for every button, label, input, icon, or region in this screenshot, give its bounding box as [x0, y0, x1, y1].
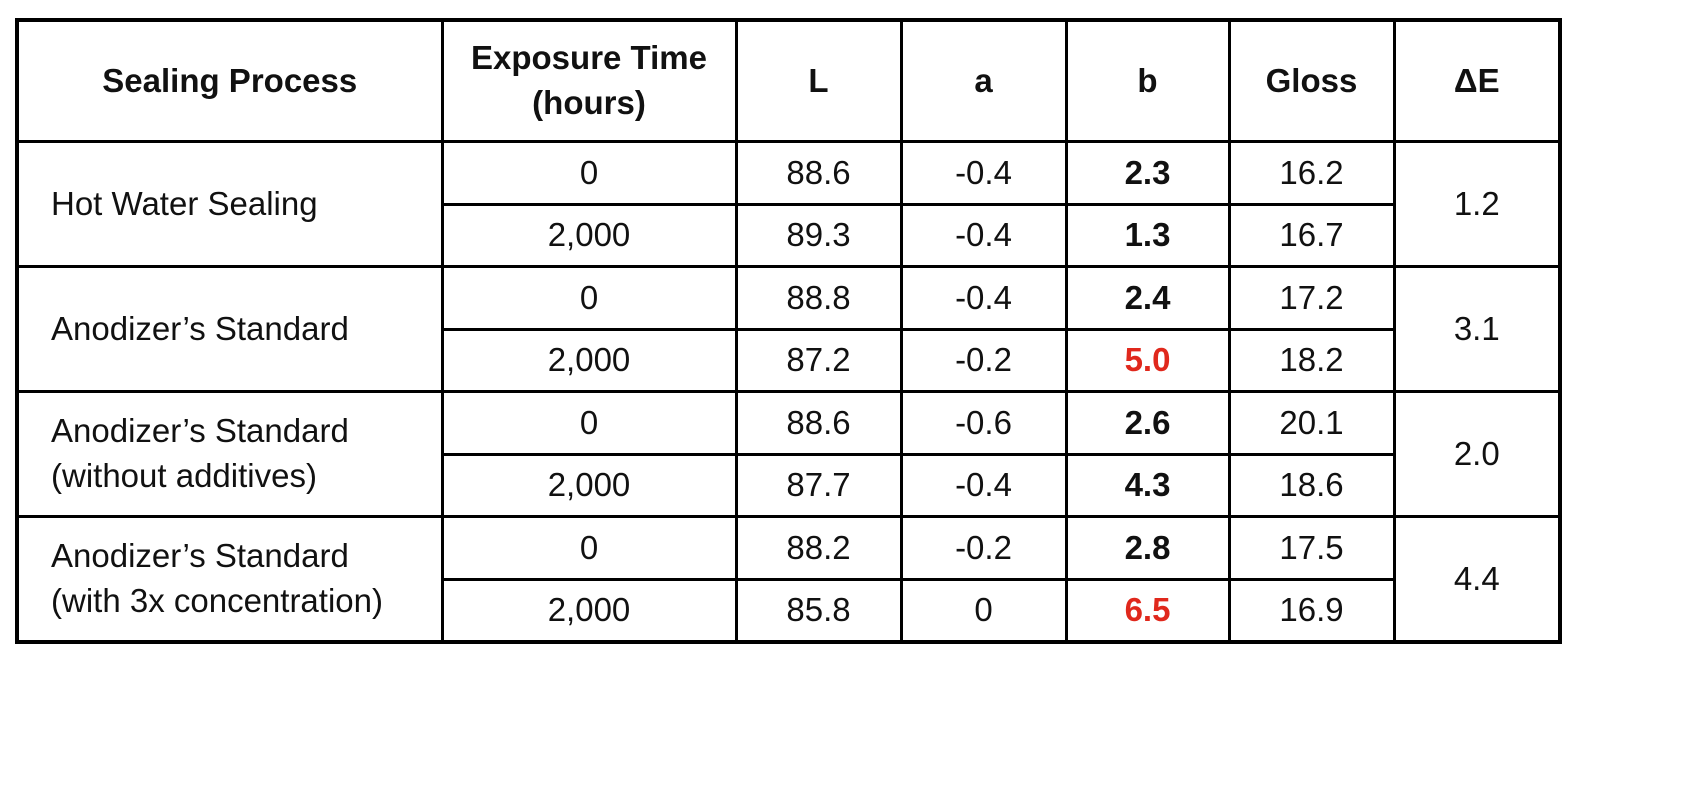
a-value-cell: -0.2: [899, 515, 1068, 581]
header-exposure-time: Exposure Time (hours): [440, 18, 738, 143]
b-value-cell: 1.3: [1064, 203, 1231, 268]
l-value-cell: 88.8: [734, 265, 903, 331]
gloss-value-cell: 16.7: [1227, 203, 1396, 268]
process-name-line1: Anodizer’s Standard: [51, 412, 349, 450]
header-sealing-process: Sealing Process: [15, 18, 444, 143]
exposure-time-cell: 2,000: [440, 328, 738, 393]
b-value-cell: 4.3: [1064, 453, 1231, 518]
exposure-time-cell: 2,000: [440, 203, 738, 268]
a-value-cell: -0.2: [899, 328, 1068, 393]
l-value-cell: 88.6: [734, 140, 903, 206]
header-b: b: [1064, 18, 1231, 143]
delta-e-cell: 2.0: [1392, 390, 1562, 518]
exposure-time-cell: 0: [440, 265, 738, 331]
l-value-cell: 87.2: [734, 328, 903, 393]
header-l: L: [734, 18, 903, 143]
table-row: 2,000 89.3 -0.4 1.3 16.7: [17, 203, 1560, 268]
gloss-value-cell: 17.5: [1227, 515, 1396, 581]
gloss-value-cell: 16.2: [1227, 140, 1396, 206]
gloss-value-cell: 17.2: [1227, 265, 1396, 331]
table-row: Hot Water Sealing 0 88.6 -0.4 2.3 16.2 1…: [15, 140, 1562, 268]
gloss-value-cell: 18.2: [1227, 328, 1396, 393]
table-row: 2,000 87.2 -0.2 5.0 18.2: [17, 328, 1560, 393]
process-cell: Anodizer’s Standard (with 3x concentrati…: [15, 515, 444, 644]
process-name-line2: (without additives): [51, 457, 317, 494]
exposure-time-cell: 2,000: [440, 453, 738, 518]
b-value-cell: 5.0: [1064, 328, 1231, 393]
b-value-cell: 2.4: [1064, 265, 1231, 331]
table-row: Anodizer’s Standard 0 88.8 -0.4 2.4 17.2…: [15, 265, 1562, 393]
process-name-line1: Hot Water Sealing: [51, 184, 318, 222]
table-row: Anodizer’s Standard (without additives) …: [15, 390, 1562, 518]
b-value-cell: 2.3: [1064, 140, 1231, 206]
l-value-cell: 85.8: [734, 578, 903, 644]
header-gloss: Gloss: [1227, 18, 1396, 143]
a-value-cell: 0: [899, 578, 1068, 644]
gloss-value-cell: 16.9: [1227, 578, 1396, 644]
table-row: 2,000 87.7 -0.4 4.3 18.6: [17, 453, 1560, 518]
a-value-cell: -0.4: [899, 453, 1068, 518]
sealing-results-table: Sealing Process Exposure Time (hours) L …: [15, 18, 1562, 644]
exposure-time-cell: 0: [440, 140, 738, 206]
l-value-cell: 88.2: [734, 515, 903, 581]
a-value-cell: -0.6: [899, 390, 1068, 456]
header-exposure-time-line1: Exposure Time: [471, 39, 707, 77]
header-delta-e: ΔE: [1392, 18, 1562, 143]
exposure-time-cell: 2,000: [440, 578, 738, 644]
delta-e-cell: 1.2: [1392, 140, 1562, 268]
process-name-line2: (with 3x concentration): [51, 582, 383, 619]
exposure-time-cell: 0: [440, 390, 738, 456]
delta-e-cell: 4.4: [1392, 515, 1562, 644]
l-value-cell: 88.6: [734, 390, 903, 456]
process-name-line1: Anodizer’s Standard: [51, 537, 349, 575]
process-cell: Anodizer’s Standard: [15, 265, 444, 393]
header-exposure-time-line2: (hours): [532, 84, 646, 121]
process-cell: Anodizer’s Standard (without additives): [15, 390, 444, 518]
process-name-line1: Anodizer’s Standard: [51, 309, 349, 347]
b-value-cell: 2.6: [1064, 390, 1231, 456]
a-value-cell: -0.4: [899, 140, 1068, 206]
table-row: 2,000 85.8 0 6.5 16.9: [17, 578, 1560, 644]
exposure-time-cell: 0: [440, 515, 738, 581]
gloss-value-cell: 18.6: [1227, 453, 1396, 518]
table-row: Anodizer’s Standard (with 3x concentrati…: [15, 515, 1562, 644]
a-value-cell: -0.4: [899, 265, 1068, 331]
l-value-cell: 89.3: [734, 203, 903, 268]
header-a: a: [899, 18, 1068, 143]
header-row: Sealing Process Exposure Time (hours) L …: [15, 18, 1562, 143]
gloss-value-cell: 20.1: [1227, 390, 1396, 456]
process-cell: Hot Water Sealing: [15, 140, 444, 268]
l-value-cell: 87.7: [734, 453, 903, 518]
b-value-cell: 6.5: [1064, 578, 1231, 644]
delta-e-cell: 3.1: [1392, 265, 1562, 393]
b-value-cell: 2.8: [1064, 515, 1231, 581]
a-value-cell: -0.4: [899, 203, 1068, 268]
